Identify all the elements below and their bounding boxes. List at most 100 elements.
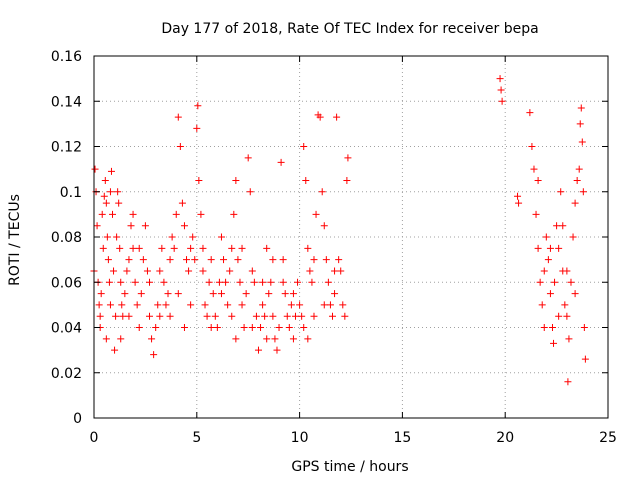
data-point: [242, 290, 250, 298]
data-point: [109, 210, 117, 218]
data-point: [139, 256, 147, 264]
data-point: [162, 301, 170, 309]
data-point: [102, 335, 110, 343]
data-point: [546, 290, 554, 298]
data-point: [224, 301, 232, 309]
data-point: [166, 312, 174, 320]
data-point: [550, 339, 558, 347]
x-axis-label: GPS time / hours: [291, 459, 408, 475]
y-tick-label: 0.16: [51, 49, 82, 65]
x-tick-label: 20: [496, 430, 514, 446]
data-point: [143, 267, 151, 275]
data-point: [112, 312, 120, 320]
data-point: [261, 312, 269, 320]
data-point: [152, 324, 160, 331]
data-point: [259, 301, 267, 309]
y-tick-label: 0.1: [60, 185, 82, 201]
x-tick-label: 0: [90, 430, 99, 446]
data-point: [339, 301, 347, 309]
data-point: [176, 143, 184, 150]
data-point: [180, 222, 188, 230]
data-point: [335, 256, 343, 264]
data-point: [133, 301, 141, 309]
data-point: [209, 290, 217, 298]
data-point: [308, 278, 316, 286]
data-point: [131, 278, 139, 286]
data-point: [343, 176, 351, 184]
data-point: [96, 312, 104, 320]
data-point: [341, 312, 349, 320]
data-point: [97, 290, 105, 298]
data-point: [230, 210, 238, 218]
data-point: [113, 233, 121, 241]
data-point: [571, 199, 579, 207]
data-point: [107, 167, 115, 175]
data-point: [310, 256, 318, 264]
data-point: [555, 312, 563, 320]
data-point: [118, 301, 126, 309]
data-point: [551, 278, 559, 286]
data-point: [117, 278, 125, 286]
data-point: [526, 109, 534, 117]
data-point: [121, 290, 129, 298]
data-point: [320, 301, 328, 309]
data-point: [117, 335, 125, 343]
x-tick-label: 10: [291, 430, 309, 446]
data-point: [135, 324, 143, 331]
data-point: [326, 301, 334, 309]
data-point: [123, 267, 131, 275]
data-point: [199, 267, 207, 275]
data-point: [277, 158, 285, 166]
data-point: [576, 120, 584, 128]
y-tick-label: 0: [73, 411, 82, 427]
data-point: [100, 192, 108, 200]
data-point: [279, 256, 287, 264]
data-point: [116, 244, 124, 252]
data-point: [125, 256, 133, 264]
data-point: [289, 290, 297, 298]
y-tick-label: 0.02: [51, 366, 82, 382]
data-point: [569, 233, 577, 241]
data-point: [189, 233, 197, 241]
y-tick-label: 0.08: [51, 230, 82, 246]
data-point: [567, 278, 575, 286]
data-point: [111, 346, 119, 354]
data-point: [191, 256, 199, 264]
data-point: [150, 351, 158, 359]
data-point: [561, 301, 569, 309]
data-point: [564, 378, 572, 386]
data-point: [226, 267, 234, 275]
data-point: [563, 312, 571, 320]
data-point: [575, 165, 583, 173]
data-point: [279, 278, 287, 286]
data-point: [91, 165, 99, 173]
data-point: [577, 104, 585, 112]
data-point: [269, 256, 277, 264]
data-point: [137, 290, 145, 298]
x-tick-label: 5: [192, 430, 201, 446]
data-point: [294, 278, 302, 286]
data-point: [324, 278, 332, 286]
data-point: [244, 154, 252, 162]
data-point: [573, 176, 581, 184]
data-point: [183, 256, 191, 264]
data-point: [304, 244, 312, 252]
data-point: [220, 256, 228, 264]
data-point: [344, 154, 352, 162]
data-point: [148, 335, 156, 343]
data-point: [578, 138, 586, 146]
data-point: [563, 267, 571, 275]
data-point: [93, 222, 101, 230]
data-point: [238, 301, 246, 309]
data-point: [263, 244, 271, 252]
chart-title: Day 177 of 2018, Rate Of TEC Index for r…: [161, 21, 538, 37]
data-point: [534, 244, 542, 252]
axis-ticks: 0 5 10 15 20 25 0 0.02 0.04 0.06 0.08 0.1 0.12 0.14 0.…: [51, 49, 617, 446]
data-point: [532, 210, 540, 218]
data-point: [129, 244, 137, 252]
data-point: [95, 301, 103, 309]
data-point: [296, 301, 304, 309]
data-point: [141, 222, 149, 230]
data-point: [199, 244, 207, 252]
